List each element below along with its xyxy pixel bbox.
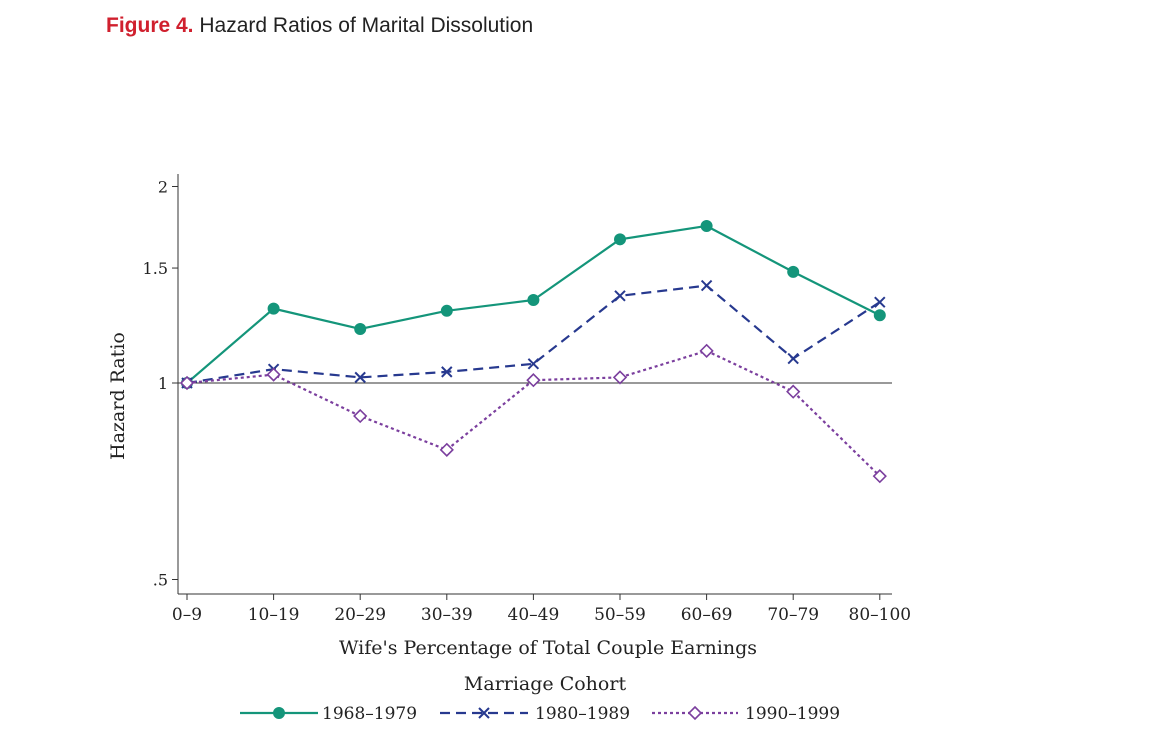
x-marker-stroke [527, 358, 540, 370]
x-marker-stroke [787, 352, 799, 365]
data-point [614, 290, 626, 302]
y-axis-title: Hazard Ratio [107, 332, 129, 460]
data-point [787, 352, 799, 365]
data-point [612, 370, 628, 385]
data-point [872, 468, 887, 484]
data-point [266, 367, 281, 382]
x-tick-label: 50–59 [594, 605, 646, 625]
series-line [186, 349, 881, 477]
legend-marker [273, 707, 285, 719]
legend-label: 1990–1999 [745, 704, 840, 724]
x-marker-stroke [874, 296, 886, 308]
x-tick-label: 70–79 [767, 605, 819, 625]
figure-label: Figure 4. [106, 14, 194, 37]
legend-label: 1980–1989 [535, 704, 630, 724]
x-tick-label: 30–39 [421, 605, 473, 625]
data-point [353, 408, 368, 424]
x-axis-title: Wife's Percentage of Total Couple Earnin… [339, 637, 757, 659]
data-point [787, 265, 800, 278]
data-point [700, 279, 713, 292]
legend-entry-1: 1980–1989 [440, 704, 630, 724]
x-marker-stroke [441, 366, 453, 378]
series-line [186, 284, 881, 385]
data-point [874, 296, 886, 308]
data-point [526, 373, 541, 388]
series-2 [179, 343, 887, 484]
figure-title-text: Hazard Ratios of Marital Dissolution [199, 14, 534, 37]
x-marker-stroke [478, 707, 490, 719]
legend-entry-2: 1990–1999 [652, 704, 840, 724]
x-tick-label: 60–69 [681, 605, 733, 625]
data-point [786, 384, 801, 399]
x-tick-label: 40–49 [508, 605, 560, 625]
legend-entry-0: 1968–1979 [240, 704, 417, 724]
legend: Marriage Cohort 1968–1979 1980–1989 1990–19… [240, 673, 840, 724]
y-tick-label: 1.5 [143, 259, 168, 278]
x-marker-stroke [354, 371, 366, 384]
data-point [441, 366, 453, 378]
axes: .5 1 1.5 2 0–9 10–19 20–29 30–39 40–49 50–59 60–69… [107, 174, 911, 659]
data-point [873, 309, 886, 322]
data-point [354, 322, 367, 335]
data-point [700, 219, 713, 232]
legend-title: Marriage Cohort [464, 673, 627, 695]
series-layer [179, 219, 887, 484]
data-point [354, 371, 366, 384]
y-tick-label: 2 [158, 177, 168, 196]
data-point [527, 358, 540, 370]
legend-marker [478, 707, 490, 719]
legend-marker [687, 705, 703, 721]
x-tick-label: 10–19 [248, 605, 300, 625]
data-point [439, 442, 454, 457]
figure-title: Figure 4. Hazard Ratios of Marital Disso… [106, 14, 533, 38]
data-point [614, 233, 626, 246]
data-point [179, 375, 195, 391]
data-point [440, 304, 453, 317]
data-point [699, 343, 714, 359]
x-marker-stroke [700, 279, 713, 292]
x-tick-label: 80–100 [849, 605, 912, 625]
y-tick-label: .5 [153, 571, 168, 590]
data-point [527, 294, 540, 307]
x-marker-stroke [614, 290, 626, 302]
data-point [267, 302, 280, 315]
y-tick-label: 1 [158, 374, 168, 393]
x-tick-label: 0–9 [172, 605, 202, 625]
x-tick-label: 20–29 [334, 605, 386, 625]
legend-label: 1968–1979 [322, 704, 417, 724]
